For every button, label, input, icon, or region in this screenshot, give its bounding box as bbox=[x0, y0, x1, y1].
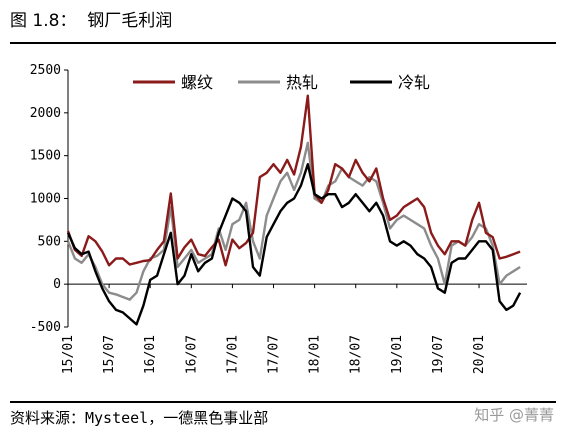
source-note: 资料来源：Mysteel，一德黑色事业部 bbox=[10, 409, 269, 427]
x-tick-label: 16/01 bbox=[143, 335, 158, 374]
legend-label-1: 螺纹 bbox=[181, 73, 213, 92]
x-tick-label: 18/01 bbox=[308, 335, 323, 374]
x-tick-label: 20/01 bbox=[472, 335, 487, 374]
y-tick-label: 1500 bbox=[30, 149, 61, 164]
figure-title: 图 1.8： 钢厂毛利润 bbox=[10, 11, 173, 31]
top-rule bbox=[10, 42, 556, 44]
y-tick-label: 1000 bbox=[30, 192, 61, 207]
y-tick-label: -500 bbox=[30, 320, 61, 335]
x-tick-label: 19/07 bbox=[431, 335, 446, 374]
x-tick-label: 17/07 bbox=[267, 335, 282, 374]
series-line-2 bbox=[66, 141, 521, 301]
series-line-1 bbox=[66, 94, 521, 267]
legend-label-3: 冷轧 bbox=[398, 73, 430, 92]
x-tick-label: 18/07 bbox=[349, 335, 364, 374]
legend: 螺纹 热轧 冷轧 bbox=[133, 73, 430, 92]
watermark: 知乎 @菁菁 bbox=[474, 406, 554, 424]
x-tick-label: 19/01 bbox=[390, 335, 405, 374]
series-layer bbox=[66, 94, 522, 326]
series-line-3 bbox=[66, 163, 522, 326]
x-tick-label: 15/07 bbox=[102, 335, 117, 374]
y-tick-label: 500 bbox=[38, 234, 61, 249]
x-tick-label: 17/01 bbox=[225, 335, 240, 374]
line-chart: -500 0 500 1000 1500 2000 2500 15/01 15/07 16/01 1… bbox=[30, 63, 527, 374]
bottom-rule bbox=[10, 401, 556, 403]
x-tick-label: 15/01 bbox=[61, 335, 76, 374]
y-tick-label: 0 bbox=[53, 277, 61, 292]
axes: -500 0 500 1000 1500 2000 2500 15/01 15/07 16/01 1… bbox=[30, 63, 527, 374]
y-tick-label: 2500 bbox=[30, 63, 61, 78]
y-tick-label: 2000 bbox=[30, 106, 61, 121]
legend-label-2: 热轧 bbox=[286, 73, 318, 92]
x-tick-label: 16/07 bbox=[184, 335, 199, 374]
